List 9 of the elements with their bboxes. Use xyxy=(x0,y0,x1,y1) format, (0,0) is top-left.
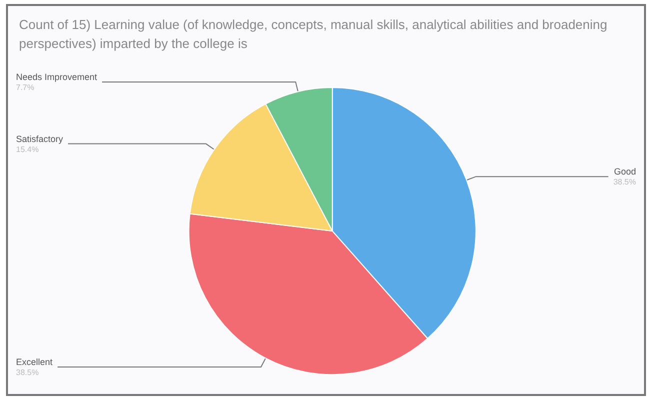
slice-label: Excellent xyxy=(16,357,54,368)
chart-title: Count of 15) Learning value (of knowledge, concepts, manual skills, analytical abilities and broadening perspectives) imparted by the college is xyxy=(19,17,611,51)
data-label: 15.4% xyxy=(16,144,39,154)
slice-label: Good xyxy=(614,166,636,177)
data-label: 38.5% xyxy=(16,368,39,378)
slice-label: Needs Improvement xyxy=(16,72,98,82)
slice-label: Satisfactory xyxy=(16,134,64,144)
data-label: 7.7% xyxy=(16,82,34,92)
data-label: 38.5% xyxy=(613,178,636,187)
